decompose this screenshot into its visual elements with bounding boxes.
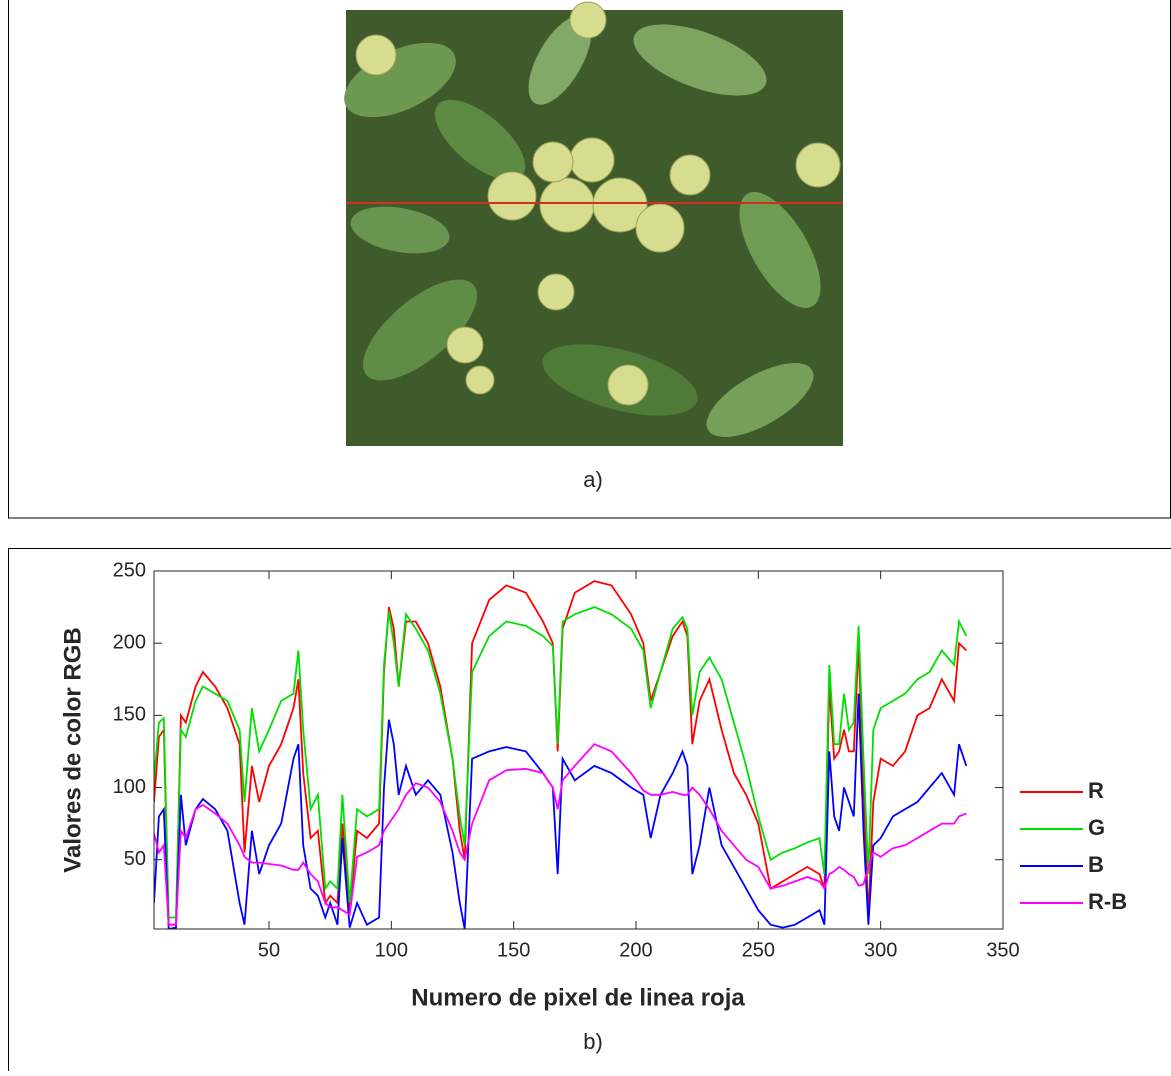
legend-label: G xyxy=(1088,815,1105,840)
x-tick-label: 200 xyxy=(619,939,652,961)
apple-photo xyxy=(333,2,843,452)
legend-label: R-B xyxy=(1088,889,1127,914)
y-axis-label: Valores de color RGB xyxy=(59,627,86,872)
y-tick-label: 250 xyxy=(113,559,146,581)
x-tick-label: 100 xyxy=(375,939,408,961)
y-tick-label: 100 xyxy=(113,776,146,798)
y-tick-label: 200 xyxy=(113,631,146,653)
legend-label: R xyxy=(1088,778,1104,803)
y-tick-label: 150 xyxy=(113,704,146,726)
panel-label: a) xyxy=(583,467,603,492)
plot-area xyxy=(154,571,1003,929)
x-tick-label: 300 xyxy=(864,939,897,961)
x-tick-label: 350 xyxy=(986,939,1019,961)
panel-label: b) xyxy=(583,1029,603,1054)
x-tick-label: 150 xyxy=(497,939,530,961)
x-axis-label: Numero de pixel de linea roja xyxy=(411,984,745,1011)
x-tick-label: 250 xyxy=(742,939,775,961)
legend-label: B xyxy=(1088,852,1104,877)
x-tick-label: 50 xyxy=(258,939,280,961)
y-tick-label: 50 xyxy=(124,848,146,870)
